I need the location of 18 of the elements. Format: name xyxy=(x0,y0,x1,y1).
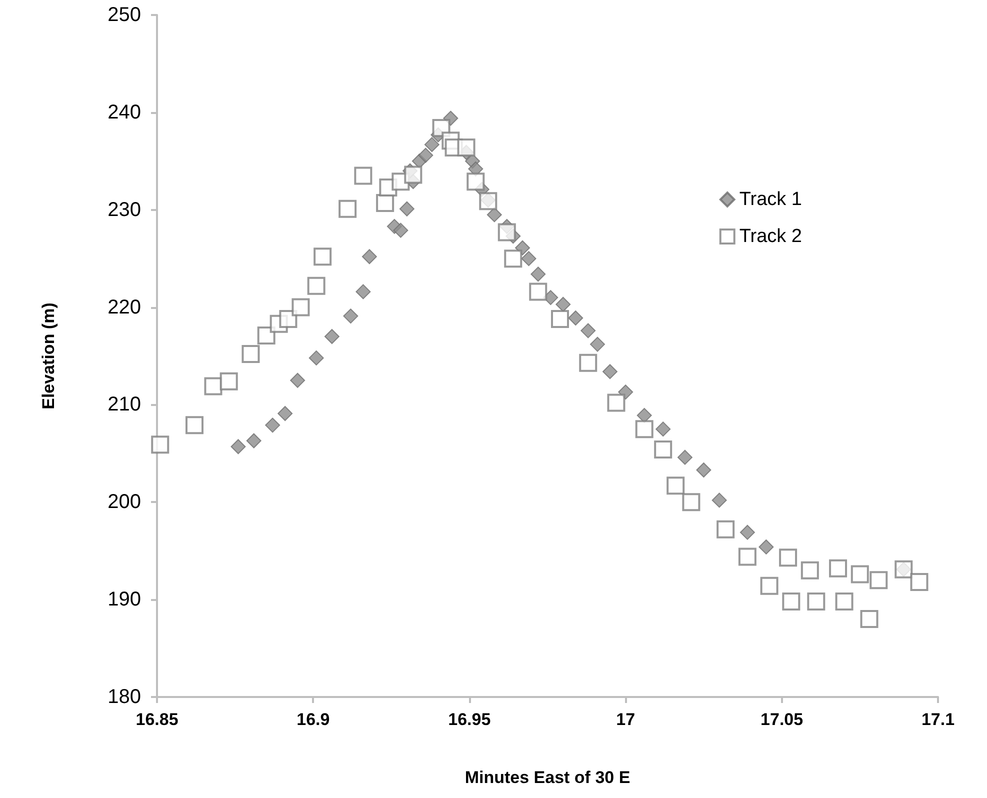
y-tick-label: 190 xyxy=(108,588,141,611)
x-tick-label: 17.05 xyxy=(760,710,804,729)
y-tick-label: 210 xyxy=(108,394,141,416)
y-tick-label: 180 xyxy=(108,686,141,708)
legend-label: Track 2 xyxy=(739,226,802,247)
y-tick-label: 200 xyxy=(108,491,141,514)
x-tick-label: 17 xyxy=(616,710,636,729)
legend-label: Track 1 xyxy=(739,189,802,210)
x-tick-label: 16.9 xyxy=(296,710,330,729)
y-tick-label: 230 xyxy=(108,198,141,221)
x-axis-title: Minutes East of 30 E xyxy=(464,768,630,787)
x-tick-label: 16.95 xyxy=(448,710,491,729)
x-tick-label: 17.1 xyxy=(921,710,955,729)
y-tick-label: 240 xyxy=(108,101,141,124)
y-axis-title: Elevation (m) xyxy=(39,302,58,410)
y-tick-label: 250 xyxy=(108,4,141,26)
y-tick-label: 220 xyxy=(108,296,141,318)
x-tick-label: 16.85 xyxy=(136,710,178,729)
